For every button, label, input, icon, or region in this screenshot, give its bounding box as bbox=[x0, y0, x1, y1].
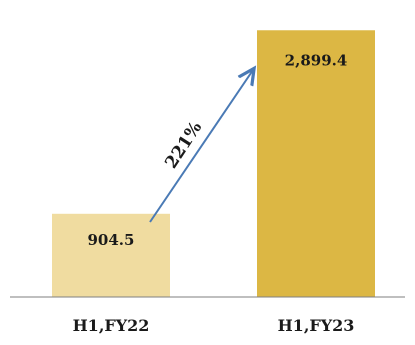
data-label-2: 2,899.4 bbox=[285, 51, 348, 69]
data-label-1: 904.5 bbox=[88, 231, 135, 249]
x-tick-label-2: H1,FY23 bbox=[278, 316, 355, 335]
labels-layer: 904.5 H1,FY22 2,899.4 H1,FY23 bbox=[73, 51, 355, 335]
bar-2 bbox=[257, 30, 375, 298]
bar-1 bbox=[52, 213, 170, 297]
growth-arrow bbox=[149, 70, 253, 223]
growth-label: 221% bbox=[161, 118, 206, 172]
x-tick-label-1: H1,FY22 bbox=[73, 316, 150, 335]
bars-layer bbox=[52, 30, 375, 298]
